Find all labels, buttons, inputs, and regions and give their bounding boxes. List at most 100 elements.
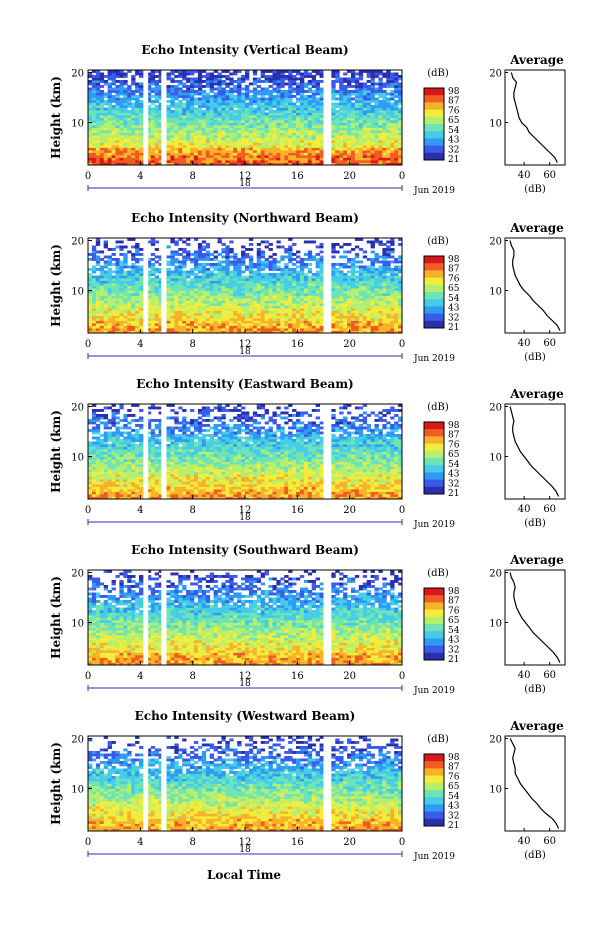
heatmap-cell [260,305,266,309]
heatmap-cell [205,162,211,166]
heatmap-cell [296,298,301,301]
heatmap-cell [335,293,340,296]
heatmap-cell [260,308,266,311]
heatmap-cell [374,308,379,311]
heatmap-cell [378,82,383,86]
heatmap-cell [280,102,285,106]
heatmap-cell [366,85,372,88]
heatmap-cell [390,142,395,146]
heatmap-cell [303,72,309,76]
heatmap-cell [343,243,348,246]
heatmap-cell [135,120,140,123]
heatmap-cell [103,275,109,279]
heatmap-cell [119,298,124,301]
heatmap-cell [374,115,379,118]
heatmap-cell [197,288,203,291]
heatmap-cell [303,160,309,163]
heatmap-cell [193,115,199,118]
heatmap-cell [354,330,360,334]
heatmap-cell [268,70,273,73]
heatmap-cell [370,97,375,101]
heatmap-cell [303,278,309,281]
heatmap-cell [233,295,238,299]
heatmap-cell [264,288,269,291]
heatmap-cell [248,117,254,121]
heatmap-cell [201,258,207,261]
heatmap-cell [193,300,199,304]
heatmap-cell [225,313,230,316]
heatmap-cell [307,310,313,314]
heatmap-cell [174,285,179,289]
heatmap-cell [358,90,364,93]
heatmap-cell [150,253,156,256]
heatmap-cell [284,157,289,161]
heatmap-cell [186,137,191,141]
heatmap-cell [241,135,246,138]
heatmap-cell [354,95,360,98]
heatmap-cell [296,157,301,161]
heatmap-cell [99,142,105,146]
heatmap-cell [170,278,175,281]
heatmap-cell [303,95,309,98]
heatmap-cell [260,253,266,256]
heatmap-cell [95,285,101,289]
heatmap-cell [241,130,246,133]
colorbar-unit: (dB) [427,68,449,79]
heatmap-cell [111,137,116,141]
heatmap-cell [390,75,395,78]
heatmap-cell [343,120,348,123]
heatmap-cell [276,305,281,309]
heatmap-cell [288,323,293,326]
heatmap-cell [213,80,218,83]
heatmap-cell [280,75,285,78]
heatmap-cell [91,160,97,163]
heatmap-cell [276,298,281,301]
heatmap-cell [398,110,403,113]
heatmap-cell [343,130,348,133]
heatmap-cell [119,150,124,153]
heatmap-cell [284,323,289,326]
heatmap-cell [288,258,293,261]
heatmap-cell [248,145,254,148]
heatmap-cell [284,122,289,126]
heatmap-cell [288,92,293,96]
heatmap-cell [205,105,211,108]
colorbar-swatch [424,92,444,96]
heatmap-cell [170,102,175,106]
heatmap-cell [370,72,375,76]
heatmap-cell [146,265,152,269]
heatmap-cell [280,125,285,128]
heatmap-cell [139,315,144,319]
heatmap-cell [245,152,250,156]
heatmap-cell [382,152,387,156]
heatmap-cell [123,137,128,141]
heatmap-cell [201,240,207,244]
heatmap-cell [221,280,226,284]
heatmap-cell [390,125,395,128]
heatmap-cell [315,283,320,286]
heatmap-cell [378,270,383,274]
heatmap-cell [331,160,336,163]
heatmap-cell [366,288,372,291]
heatmap-cell [221,127,226,131]
heatmap-cell [154,288,160,291]
heatmap-cell [197,295,203,299]
heatmap-cell [241,275,246,279]
heatmap-cell [221,328,226,331]
heatmap-cell [354,125,360,128]
heatmap-cell [378,90,383,93]
heatmap-cell [280,310,285,314]
heatmap-cell [225,295,230,299]
heatmap-cell [154,92,160,96]
heatmap-cell [123,145,128,148]
heatmap-cell [201,110,207,113]
heatmap-cell [237,273,242,276]
heatmap-cell [182,295,187,299]
heatmap-cell [280,283,285,286]
heatmap-cell [272,268,277,271]
heatmap-cell [229,95,234,98]
heatmap-cell [182,75,187,78]
heatmap-cell [303,102,309,106]
heatmap-cell [154,100,160,103]
heatmap-cell [315,323,320,326]
